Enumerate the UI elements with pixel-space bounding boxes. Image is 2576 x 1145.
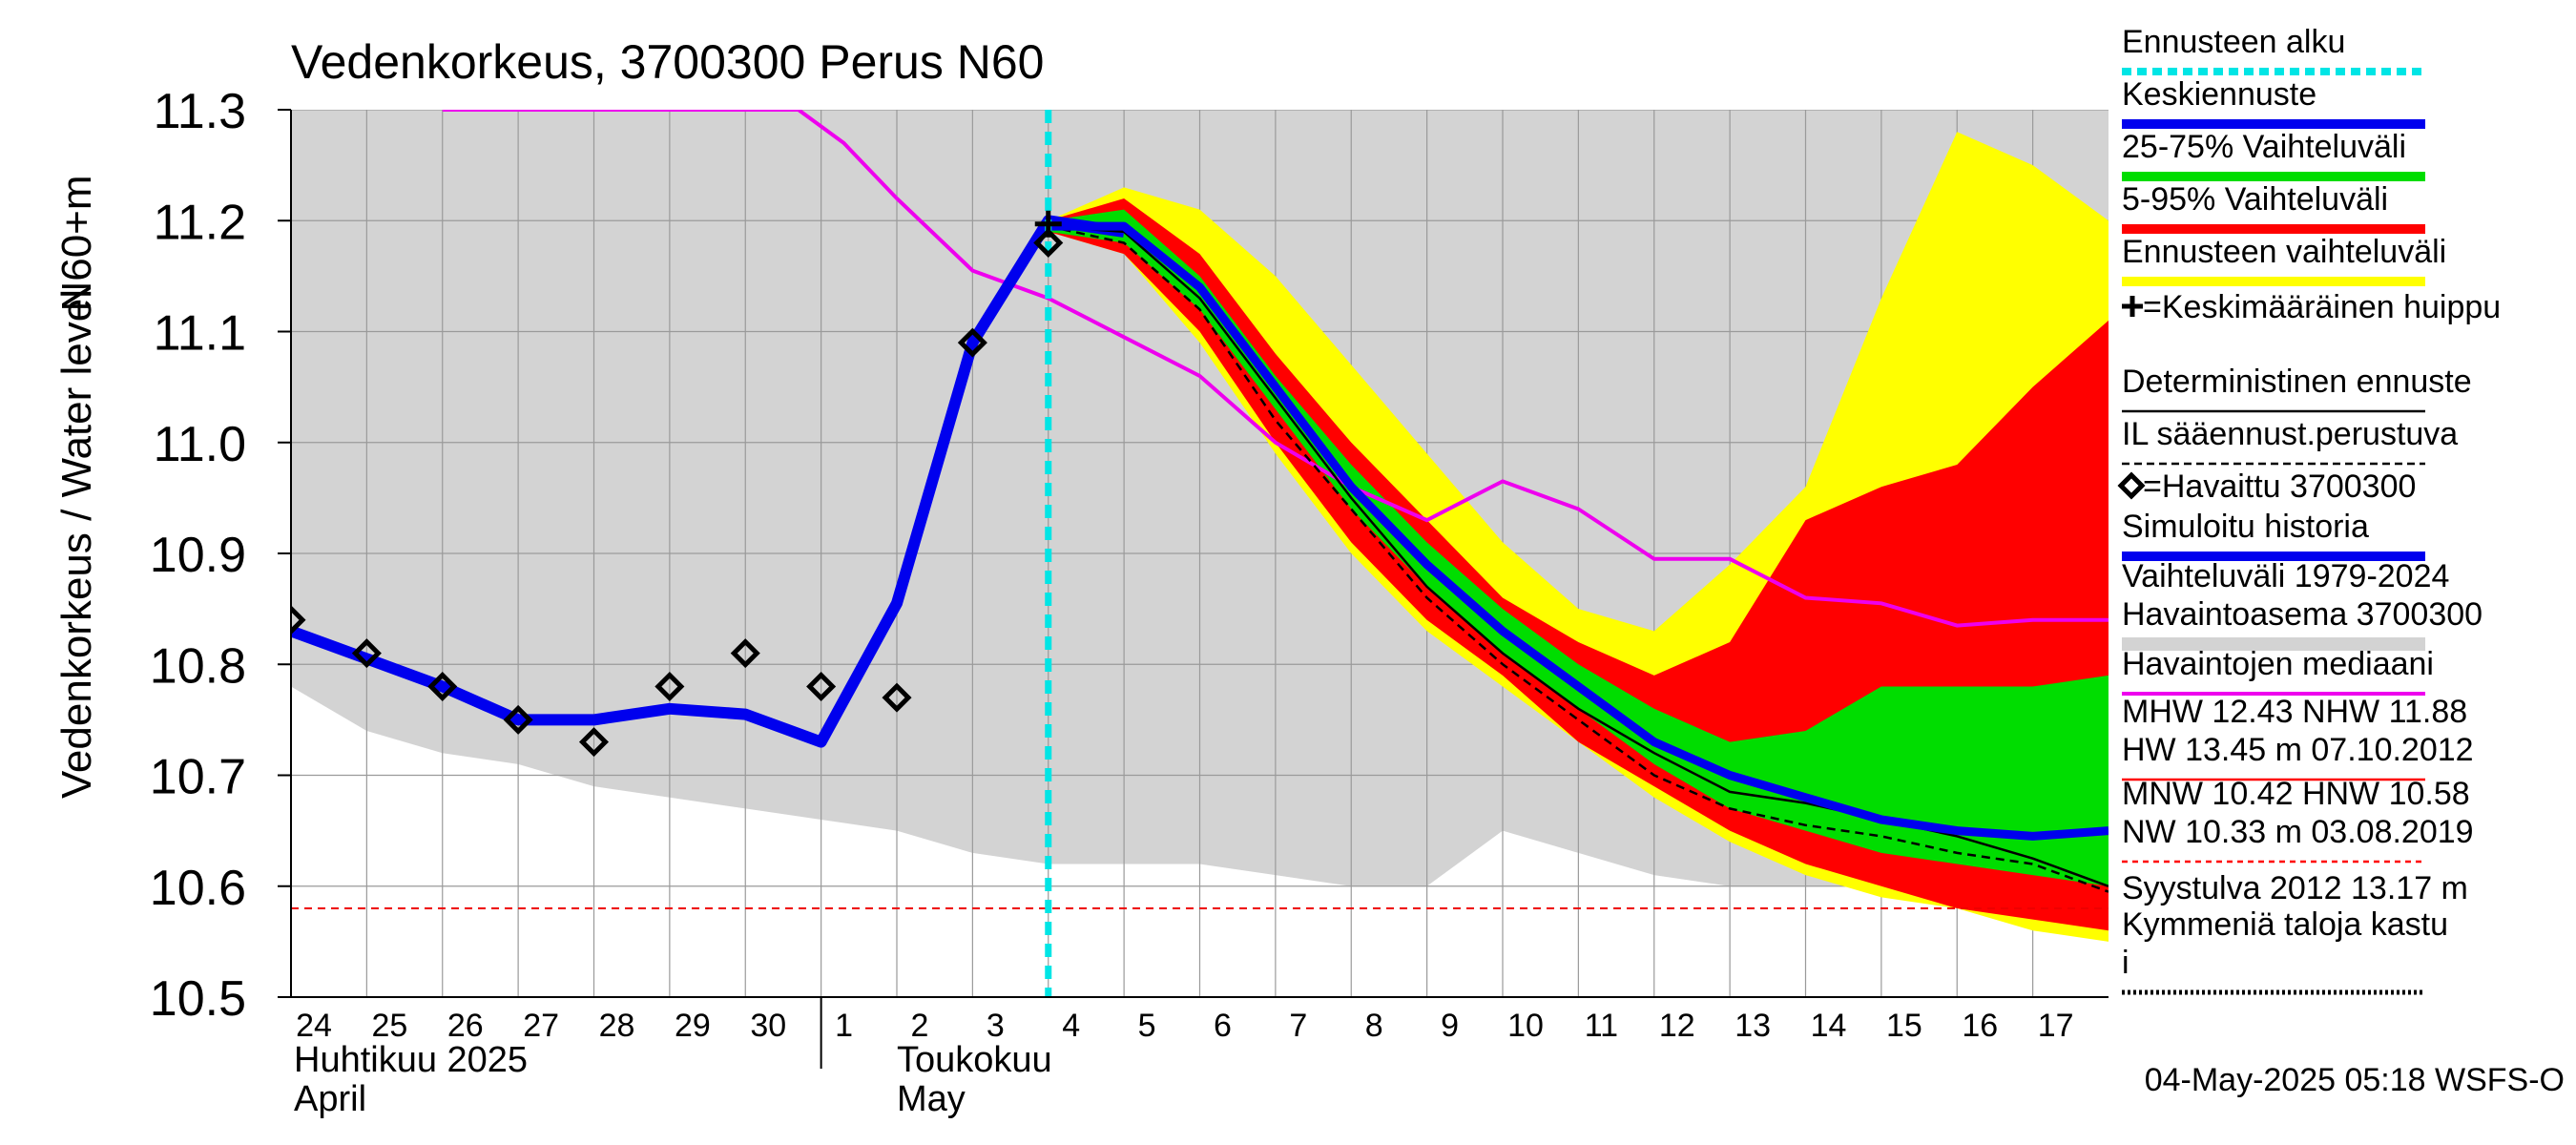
legend-label: Deterministinen ennuste (2122, 364, 2472, 400)
simulated-history-line (291, 215, 1125, 748)
observed-point (654, 671, 685, 702)
legend-label: Havaintojen mediaani (2122, 646, 2434, 682)
observed-point (957, 327, 987, 358)
legend-label: Kymmeniä taloja kastu (2122, 906, 2448, 943)
month-label-en: May (897, 1079, 966, 1119)
legend-label: Ennusteen vaihteluväli (2122, 234, 2446, 270)
observed-point (427, 671, 458, 702)
legend-label: Havaintoasema 3700300 (2122, 596, 2483, 633)
x-tick-label: 6 (1214, 1008, 1232, 1044)
x-tick-label: 2 (911, 1008, 929, 1044)
footer-timestamp: 04-May-2025 05:18 WSFS-O (2145, 1062, 2565, 1098)
legend-label: i (2122, 945, 2129, 981)
month-label-fi: Toukokuu (897, 1040, 1052, 1080)
median-observation-line (442, 110, 2109, 628)
x-tick-label: 4 (1062, 1008, 1080, 1044)
legend-label: 5-95% Vaihteluväli (2122, 181, 2388, 218)
x-tick-label: 30 (750, 1008, 786, 1044)
x-tick-label: 15 (1886, 1008, 1922, 1044)
x-tick-labels: 24 25 26 27 28 29 30 1 2 3 4 5 6 7 8 9 10 11 12 13 14 15 16 17H… (294, 997, 2074, 1119)
legend-label: NW 10.33 m 03.08.2019 (2122, 814, 2474, 850)
legend-label: Vaihteluväli 1979-2024 (2122, 558, 2449, 594)
x-tick-label: 25 (371, 1008, 407, 1044)
legend-label: MHW 12.43 NHW 11.88 (2122, 694, 2467, 730)
x-tick-label: 7 (1289, 1008, 1307, 1044)
month-label-fi: Huhtikuu 2025 (294, 1040, 528, 1080)
observed-point (730, 638, 760, 669)
chart-title: Vedenkorkeus, 3700300 Perus N60 (291, 35, 1044, 89)
x-tick-label: 1 (835, 1008, 853, 1044)
x-tick-label: 16 (1962, 1008, 1998, 1044)
x-tick-label: 10 (1507, 1008, 1544, 1044)
x-tick-label: 9 (1441, 1008, 1459, 1044)
observed-point (806, 671, 837, 702)
x-tick-label: 5 (1138, 1008, 1156, 1044)
observed-point (291, 605, 306, 635)
y-tick-labels: 10.5 10.6 10.7 10.8 10.9 11.0 11.1 11.2 11.3 (150, 84, 291, 1027)
y-tick-label: 10.6 (150, 861, 246, 916)
x-tick-label: 17 (2038, 1008, 2074, 1044)
x-tick-label: 28 (599, 1008, 635, 1044)
x-tick-label: 8 (1365, 1008, 1383, 1044)
x-tick-label: 12 (1659, 1008, 1695, 1044)
legend: Ennusteen alku Keskiennuste 25-75% Vaihtel… (2117, 24, 2501, 995)
y-tick-label: 11.0 (154, 417, 246, 472)
x-tick-label: 14 (1811, 1008, 1847, 1044)
y-tick-label: 10.9 (150, 528, 246, 583)
observed-point (578, 727, 610, 758)
legend-label: Ennusteen alku (2122, 24, 2345, 60)
legend-swatch (2122, 296, 2143, 317)
legend-label: Simuloitu historia (2122, 509, 2369, 545)
p25-75-band (1048, 209, 2109, 886)
x-tick-label: 24 (296, 1008, 332, 1044)
plot-area (290, 110, 2109, 998)
x-tick-label: 3 (987, 1008, 1005, 1044)
y-tick-label: 10.8 (150, 638, 246, 694)
x-tick-label: 26 (447, 1008, 484, 1044)
legend-label: HW 13.45 m 07.10.2012 (2122, 732, 2474, 768)
legend-label: Keskiennuste (2122, 76, 2316, 113)
il-weather-forecast-line (1048, 224, 2109, 893)
observed-point (351, 638, 382, 669)
x-tick-label: 27 (523, 1008, 559, 1044)
y-tick-label: 10.7 (150, 750, 246, 805)
legend-label: =Havaittu 3700300 (2143, 468, 2416, 505)
y-axis-unit: N60+m (53, 175, 100, 311)
legend-label: 25-75% Vaihteluväli (2122, 129, 2406, 165)
y-axis-label: Vedenkorkeus / Water level (53, 289, 100, 799)
legend-swatch (2117, 471, 2146, 500)
mean-peak-marker (1034, 210, 1062, 238)
x-tick-label: 13 (1735, 1008, 1771, 1044)
mean-forecast-line (1048, 221, 2109, 841)
x-tick-label: 29 (675, 1008, 711, 1044)
legend-label: =Keskimääräinen huippu (2143, 289, 2501, 325)
observed-point (882, 682, 912, 713)
y-tick-label: 11.3 (154, 84, 246, 139)
month-label-en: April (294, 1079, 366, 1119)
x-tick-label: 11 (1585, 1008, 1618, 1044)
legend-label: IL sääennust.perustuva (2122, 416, 2458, 452)
legend-label: Syystulva 2012 13.17 m (2122, 870, 2468, 906)
observed-point (503, 704, 533, 735)
y-tick-label: 10.5 (150, 971, 246, 1027)
y-tick-label: 11.2 (154, 195, 246, 250)
y-tick-label: 11.1 (154, 306, 246, 362)
legend-label: MNW 10.42 HNW 10.58 (2122, 776, 2470, 812)
observed-point (1033, 227, 1064, 259)
